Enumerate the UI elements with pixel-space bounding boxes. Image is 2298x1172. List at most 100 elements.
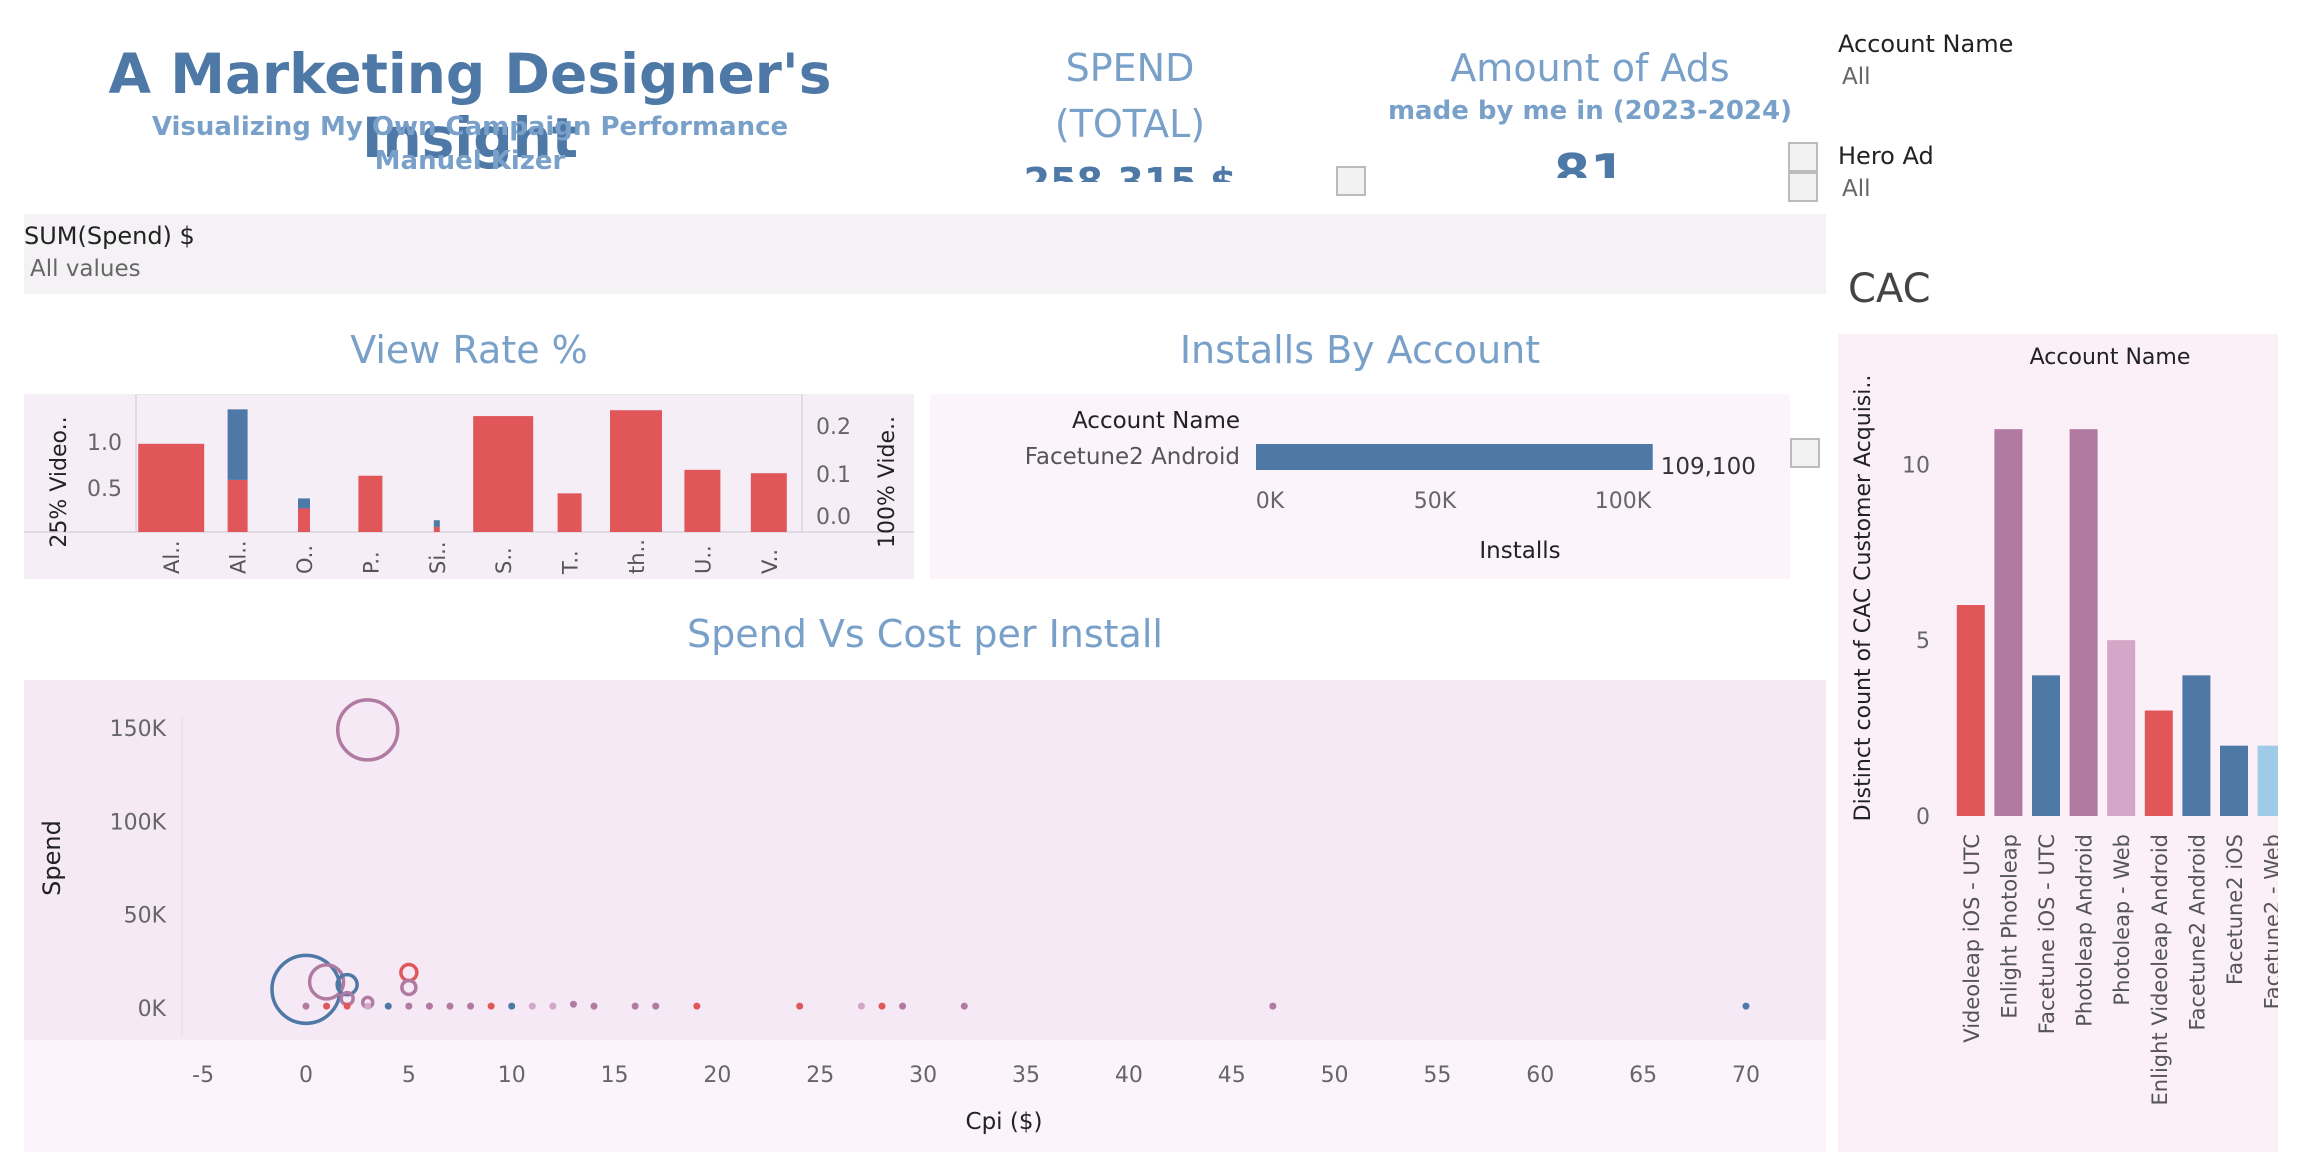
filter-account-name[interactable]: Account Name All bbox=[1838, 30, 2013, 90]
hero-ad-expand-toggle[interactable] bbox=[1788, 172, 1818, 202]
view-rate-bar-blue bbox=[227, 409, 248, 480]
filter-hero-ad[interactable]: Hero Ad All bbox=[1838, 142, 1934, 202]
scatter-chart: Spend Cpi ($) 150K 100K 50K 0K -5 0 5 10 15 20 25… bbox=[24, 680, 1826, 1152]
view-rate-xtick: T.. bbox=[559, 550, 583, 575]
scatter-point bbox=[796, 1002, 804, 1010]
kpi-ads-title: Amount of Ads bbox=[1450, 46, 1730, 90]
scatter-xtick: -5 bbox=[192, 1063, 214, 1088]
scatter-xlabel: Cpi ($) bbox=[966, 1109, 1043, 1135]
hero-ad-collapse-toggle[interactable] bbox=[1788, 142, 1818, 172]
view-rate-bar-red bbox=[557, 493, 582, 532]
view-rate-xtick: U.. bbox=[691, 545, 715, 574]
cac-ylabel: Distinct count of CAC Customer Acquisi.. bbox=[1851, 375, 1876, 822]
installs-bar bbox=[1256, 444, 1653, 470]
view-rate-xtick: Si.. bbox=[426, 541, 450, 574]
scatter-point bbox=[508, 1002, 516, 1010]
scatter-point bbox=[652, 1002, 660, 1010]
installs-xtick: 50K bbox=[1414, 489, 1457, 514]
scatter-point bbox=[446, 1002, 454, 1010]
view-rate-bar-red bbox=[358, 475, 383, 532]
view-rate-ytick-right: 0.0 bbox=[816, 505, 851, 530]
scatter-point bbox=[307, 963, 346, 1001]
scatter-point bbox=[899, 1002, 907, 1010]
cac-xtick: Photoleap Android bbox=[2073, 834, 2097, 1027]
cac-bar bbox=[2220, 745, 2248, 816]
cac-bar bbox=[1994, 429, 2023, 816]
installs-xlabel: Installs bbox=[1479, 538, 1560, 564]
filter-sum-spend[interactable]: SUM(Spend) $ All values bbox=[24, 214, 1826, 294]
scatter-point bbox=[590, 1002, 598, 1010]
filter-sum-spend-value[interactable]: All values bbox=[30, 256, 141, 282]
installs-value-label: 109,100 bbox=[1661, 454, 1756, 480]
scatter-point bbox=[693, 1002, 701, 1010]
view-rate-ylabel-right: 100% Vide.. bbox=[875, 416, 900, 548]
view-rate-ytick-left: 0.5 bbox=[87, 477, 122, 502]
scatter-point bbox=[384, 1002, 392, 1010]
scatter-point bbox=[335, 972, 359, 997]
filter-sum-spend-label: SUM(Spend) $ bbox=[24, 222, 195, 250]
view-rate-bar-blue bbox=[433, 520, 440, 527]
scatter-point bbox=[631, 1002, 639, 1010]
kpi-ads-subtitle: made by me in (2023-2024) bbox=[1387, 96, 1793, 126]
cac-bar bbox=[2182, 675, 2211, 816]
filter-account-name-label: Account Name bbox=[1838, 30, 2014, 58]
scatter-xtick: 10 bbox=[498, 1063, 526, 1088]
scatter-plot-bg bbox=[24, 680, 1826, 1040]
view-rate-xtick: P.. bbox=[359, 551, 383, 574]
scatter-ytick: 100K bbox=[110, 810, 167, 835]
scatter-point bbox=[857, 1002, 865, 1010]
kpi-spend-toggle[interactable] bbox=[1336, 166, 1366, 196]
installs-title: Installs By Account bbox=[1179, 328, 1541, 372]
scatter-point bbox=[335, 698, 400, 762]
view-rate-xtick: O.. bbox=[293, 545, 317, 574]
view-rate-bar-red bbox=[227, 479, 248, 532]
filter-account-name-value[interactable]: All bbox=[1842, 64, 1871, 90]
scatter-xtick: 70 bbox=[1732, 1063, 1760, 1088]
filter-hero-ad-value[interactable]: All bbox=[1842, 176, 1871, 202]
cac-chart: Account Name Distinct count of CAC Custo… bbox=[1838, 334, 2278, 1152]
cac-title: CAC bbox=[1848, 266, 1931, 312]
scatter-xtick: 40 bbox=[1115, 1063, 1143, 1088]
scatter-point bbox=[405, 1002, 413, 1010]
cac-xtick: Photoleap - Web bbox=[2110, 834, 2134, 1006]
scatter-xtick: 45 bbox=[1218, 1063, 1246, 1088]
view-rate-bar-red bbox=[750, 473, 787, 532]
installs-xtick: 0K bbox=[1256, 489, 1285, 514]
view-rate-bar-blue bbox=[298, 498, 310, 509]
dashboard-subtitle: Visualizing My Own Campaign Performance bbox=[151, 112, 789, 142]
view-rate-bar-red bbox=[610, 410, 662, 532]
scatter-ylabel: Spend bbox=[38, 820, 66, 896]
view-rate-ytick-right: 0.2 bbox=[816, 415, 851, 440]
scatter-ytick: 0K bbox=[138, 997, 167, 1022]
cac-xtick: Enlight Photoleap bbox=[1997, 834, 2021, 1019]
scatter-point bbox=[302, 1002, 310, 1010]
scatter-point bbox=[549, 1002, 557, 1010]
cac-xtick: Facetune2 iOS bbox=[2223, 834, 2247, 985]
scatter-point bbox=[878, 1002, 886, 1010]
kpi-spend-title-line2: (TOTAL) bbox=[1054, 102, 1206, 146]
view-rate-bar-red bbox=[298, 508, 310, 532]
scatter-xtick: 50 bbox=[1321, 1063, 1349, 1088]
scatter-axis-bg bbox=[24, 1040, 1826, 1152]
installs-bg bbox=[930, 394, 1790, 579]
installs-category-label: Facetune2 Android bbox=[1025, 444, 1240, 470]
dashboard-author: Manuel Kizer bbox=[374, 146, 566, 176]
scatter-point bbox=[364, 1002, 372, 1010]
scatter-xtick: 25 bbox=[806, 1063, 834, 1088]
cac-ytick: 0 bbox=[1916, 805, 1930, 830]
cac-bar bbox=[2069, 429, 2098, 816]
scatter-xtick: 5 bbox=[402, 1063, 416, 1088]
view-rate-xtick: S.. bbox=[492, 547, 516, 574]
kpi-ads: Amount of Ads made by me in (2023-2024) … bbox=[1380, 40, 1800, 178]
installs-toggle[interactable] bbox=[1790, 438, 1820, 468]
scatter-point bbox=[960, 1002, 968, 1010]
kpi-spend-title-line1: SPEND bbox=[1065, 46, 1195, 90]
scatter-point bbox=[569, 1000, 577, 1008]
view-rate-xtick: V.. bbox=[758, 549, 782, 574]
scatter-xtick: 20 bbox=[703, 1063, 731, 1088]
scatter-point bbox=[467, 1002, 475, 1010]
scatter-point bbox=[323, 1002, 331, 1010]
scatter-point bbox=[528, 1002, 536, 1010]
view-rate-title: View Rate % bbox=[350, 328, 588, 372]
cac-bar bbox=[2107, 640, 2136, 816]
